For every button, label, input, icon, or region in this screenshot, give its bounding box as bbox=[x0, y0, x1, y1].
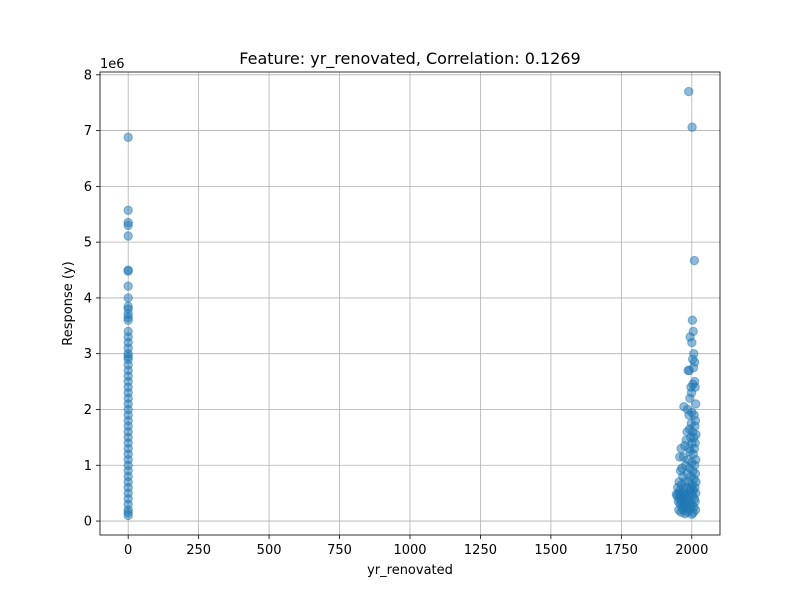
x-tick-label: 2000 bbox=[675, 543, 708, 558]
y-tick-label: 2 bbox=[84, 403, 92, 418]
scatter-point bbox=[123, 510, 133, 521]
scatter-point bbox=[687, 509, 697, 520]
x-tick-label: 1000 bbox=[393, 543, 426, 558]
points-layer bbox=[123, 86, 701, 521]
y-tick-label: 4 bbox=[84, 291, 92, 306]
y-tick-label: 8 bbox=[84, 68, 92, 83]
scatter-point bbox=[123, 266, 133, 276]
scatter-point bbox=[123, 281, 133, 291]
y-tick-label: 7 bbox=[84, 124, 92, 139]
x-tick-label: 1750 bbox=[605, 543, 638, 558]
chart-title: Feature: yr_renovated, Correlation: 0.12… bbox=[239, 49, 580, 69]
x-tick-label: 0 bbox=[124, 543, 132, 558]
scatter-point bbox=[123, 231, 133, 241]
y-tick-label: 1 bbox=[84, 459, 92, 474]
scatter-point bbox=[687, 122, 697, 132]
x-tick-label: 500 bbox=[257, 543, 282, 558]
y-offset-label: 1e6 bbox=[100, 57, 125, 72]
y-tick-label: 6 bbox=[84, 180, 92, 195]
scatter-point bbox=[687, 315, 698, 325]
y-tick-label: 0 bbox=[84, 515, 92, 530]
scatter-point bbox=[676, 443, 686, 454]
scatter-point bbox=[691, 399, 701, 409]
scatter-point bbox=[123, 220, 133, 231]
x-tick-label: 1500 bbox=[534, 543, 567, 558]
grid-layer bbox=[100, 72, 720, 535]
ticks-layer: 0 250 500 750 1000 1250 1500 1750 2000 0 1 2 3 4 5 6 7 8 bbox=[84, 68, 709, 558]
scatter-point bbox=[687, 337, 697, 348]
x-tick-label: 1250 bbox=[464, 543, 497, 558]
x-tick-label: 750 bbox=[327, 543, 352, 558]
x-axis-label: yr_renovated bbox=[367, 563, 453, 578]
scatter-point bbox=[684, 365, 694, 376]
scatter-point bbox=[685, 393, 695, 404]
scatter-point bbox=[123, 293, 133, 303]
scatter-point bbox=[689, 255, 700, 266]
y-tick-label: 5 bbox=[84, 236, 92, 251]
scatter-point bbox=[675, 452, 685, 462]
y-tick-label: 3 bbox=[84, 347, 92, 362]
y-axis-label: Response (y) bbox=[61, 261, 76, 345]
scatter-point bbox=[684, 86, 694, 97]
scatter-point bbox=[123, 205, 133, 216]
x-tick-label: 250 bbox=[186, 543, 211, 558]
scatter-point bbox=[123, 315, 133, 325]
scatter-point bbox=[123, 132, 133, 142]
